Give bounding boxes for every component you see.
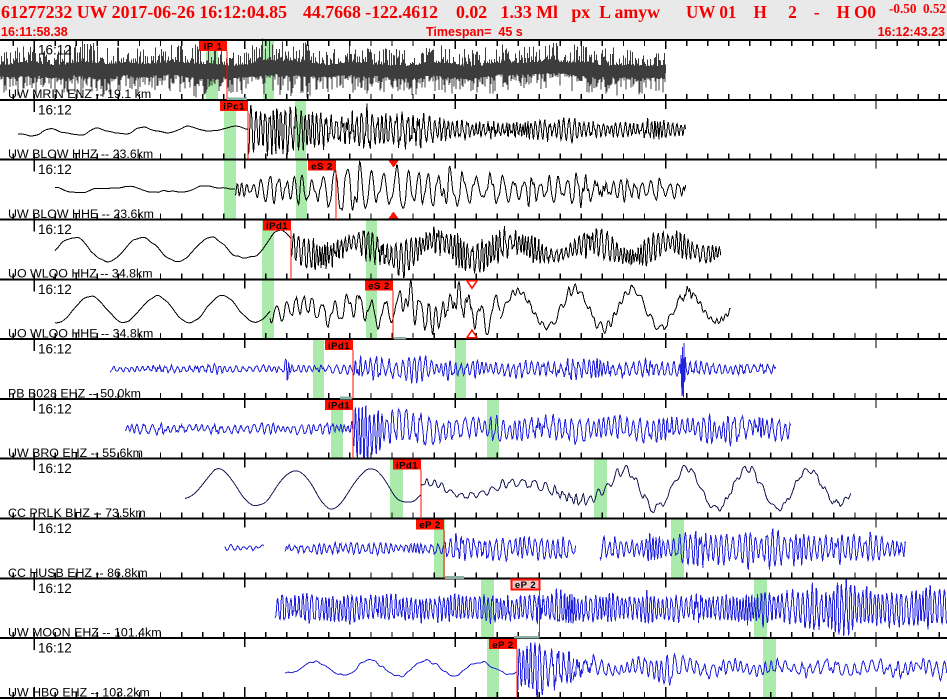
svg-text:CC HUSB EHZ -- 86.8km: CC HUSB EHZ -- 86.8km bbox=[8, 566, 148, 580]
svg-text:iPd1: iPd1 bbox=[396, 460, 418, 471]
svg-text:iPd1: iPd1 bbox=[328, 401, 350, 412]
svg-text:16:12: 16:12 bbox=[38, 222, 72, 237]
svg-text:16:12: 16:12 bbox=[38, 401, 72, 416]
svg-text:iP 1: iP 1 bbox=[204, 42, 223, 53]
svg-text:eS 2: eS 2 bbox=[311, 161, 333, 172]
svg-text:16:12: 16:12 bbox=[38, 282, 72, 297]
svg-text:eP 2: eP 2 bbox=[492, 640, 513, 651]
svg-text:UW MRIN ENZ -- 19.1 km: UW MRIN ENZ -- 19.1 km bbox=[8, 87, 151, 101]
svg-text:16:12: 16:12 bbox=[38, 521, 72, 536]
svg-text:UW HBO EHZ -- 103.2km: UW HBO EHZ -- 103.2km bbox=[8, 685, 150, 699]
svg-text:UW BRQ EHZ -- 55.6km: UW BRQ EHZ -- 55.6km bbox=[8, 446, 143, 460]
svg-text:16:12: 16:12 bbox=[38, 581, 72, 596]
svg-text:eP 2: eP 2 bbox=[515, 580, 536, 591]
svg-text:eS 2: eS 2 bbox=[368, 281, 390, 292]
svg-text:16:12: 16:12 bbox=[38, 641, 72, 656]
svg-text:16:12: 16:12 bbox=[38, 43, 72, 58]
svg-text:PB B028 EHZ -- 50.0km: PB B028 EHZ -- 50.0km bbox=[8, 386, 141, 400]
svg-text:16:12: 16:12 bbox=[38, 461, 72, 476]
svg-text:eP 2: eP 2 bbox=[419, 520, 440, 531]
svg-text:UW MOON EHZ -- 101.4km: UW MOON EHZ -- 101.4km bbox=[8, 626, 162, 640]
svg-text:CC PRLK BHZ -- 73.5km: CC PRLK BHZ -- 73.5km bbox=[8, 506, 146, 520]
svg-text:UW BLOW HHE -- 23.6km: UW BLOW HHE -- 23.6km bbox=[8, 207, 154, 221]
svg-text:16:12: 16:12 bbox=[38, 102, 72, 117]
svg-text:iPd1: iPd1 bbox=[328, 341, 350, 352]
svg-text:UW BLOW HHZ -- 23.6km: UW BLOW HHZ -- 23.6km bbox=[8, 147, 153, 161]
svg-text:16:12: 16:12 bbox=[38, 342, 72, 357]
svg-text:UO WLQO HHE -- 34.8km: UO WLQO HHE -- 34.8km bbox=[8, 327, 153, 341]
svg-text:iPc1: iPc1 bbox=[223, 102, 245, 113]
svg-text:iPd1: iPd1 bbox=[266, 221, 288, 232]
svg-text:UO WLQO HHZ -- 34.8km: UO WLQO HHZ -- 34.8km bbox=[8, 267, 153, 281]
svg-text:16:12: 16:12 bbox=[38, 162, 72, 177]
